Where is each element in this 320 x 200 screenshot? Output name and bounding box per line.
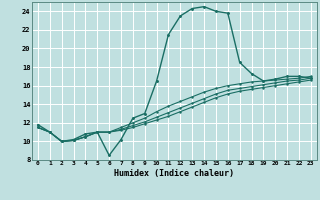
X-axis label: Humidex (Indice chaleur): Humidex (Indice chaleur) <box>115 169 234 178</box>
